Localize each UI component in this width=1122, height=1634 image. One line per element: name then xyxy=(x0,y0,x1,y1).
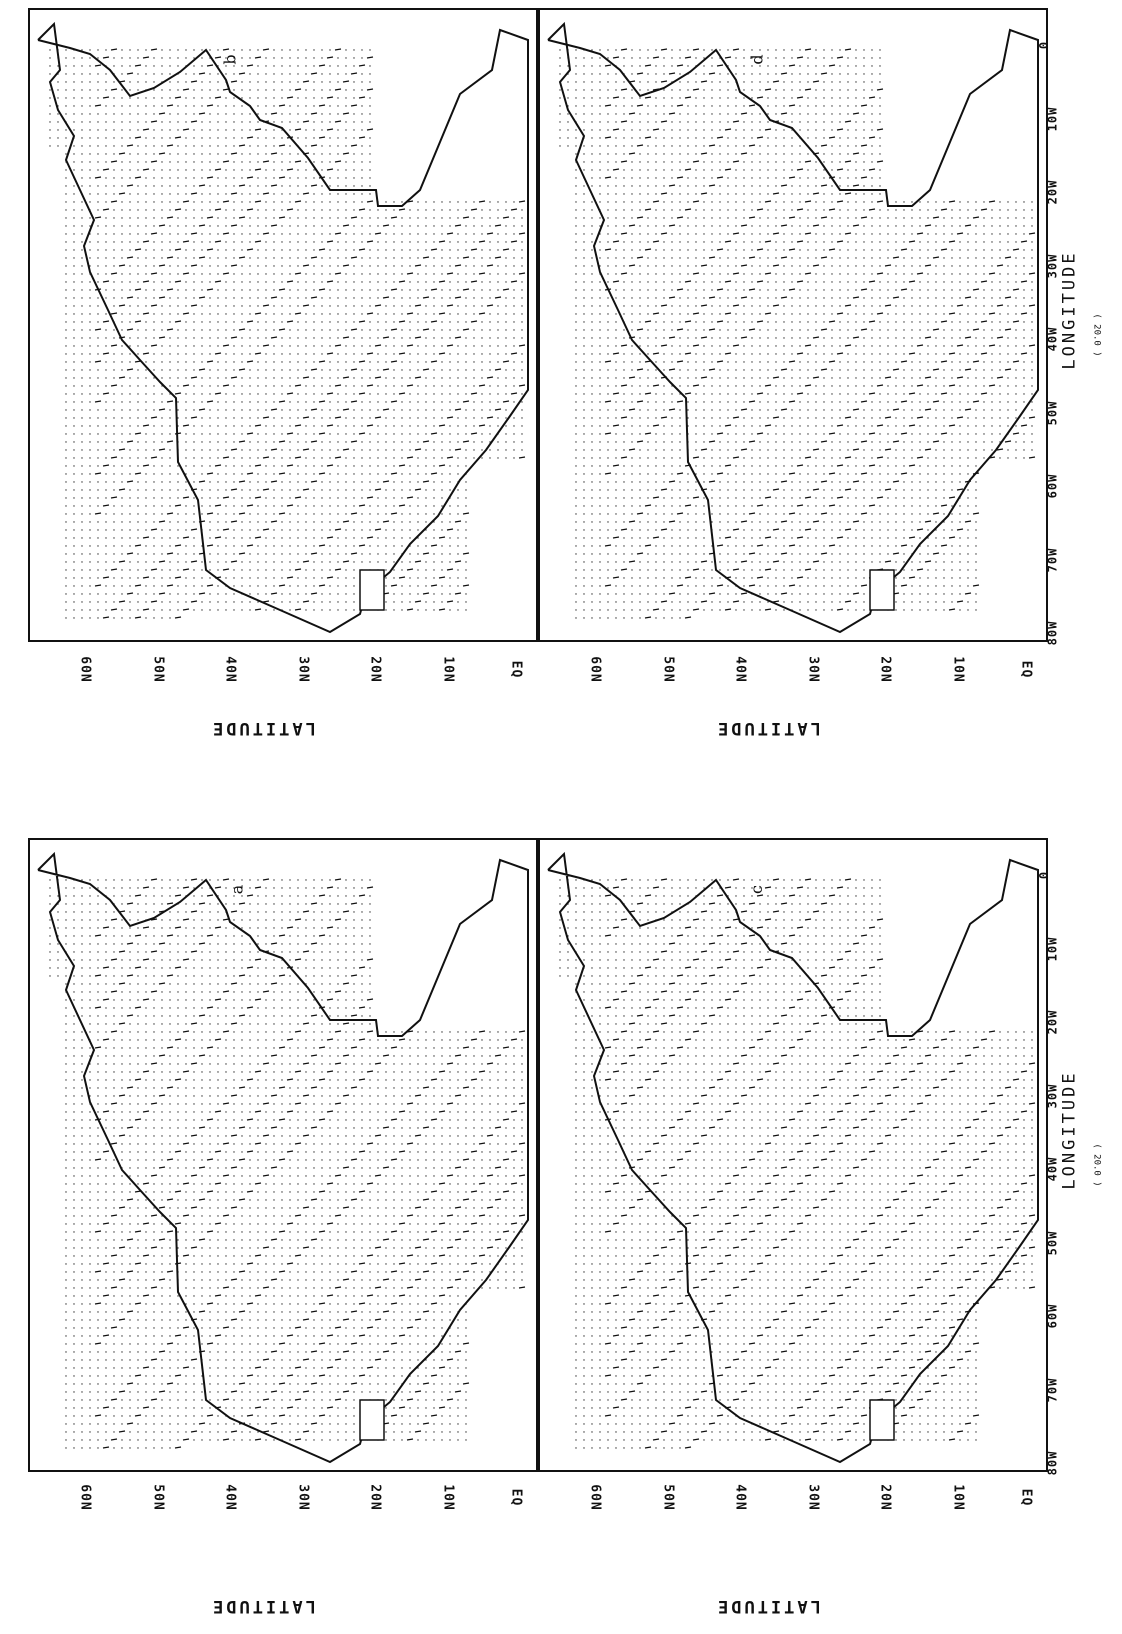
coastline-a xyxy=(37,851,529,1464)
latitude-tick-top-right-5: 10N xyxy=(950,656,966,683)
latitude-title-bottom-right: LATITUDE xyxy=(715,1596,821,1616)
latitude-tick-bottom-left-0: 60N xyxy=(77,1484,93,1511)
vector-field-d xyxy=(559,48,1036,619)
longitude-tick-top-7: 10W xyxy=(1045,106,1060,131)
longitude-tick-bottom-7: 10W xyxy=(1045,936,1060,961)
scale-label-bottom: ( 20.0 ) xyxy=(1091,1143,1102,1187)
latitude-tick-top-right-1: 50N xyxy=(660,656,676,683)
panel-d-frame xyxy=(538,8,1048,642)
latitude-tick-bottom-right-3: 30N xyxy=(805,1484,821,1511)
panel-d: d xyxy=(0,0,1122,800)
coastline-d xyxy=(547,21,1039,634)
longitude-tick-bottom-0: 80W xyxy=(1045,1450,1060,1476)
longitude-tick-top-4: 40W xyxy=(1045,326,1060,352)
longitude-tick-bottom-3: 50W xyxy=(1045,1230,1060,1255)
coastline-c xyxy=(547,851,1039,1464)
vector-field-b xyxy=(49,48,526,619)
panel-d-vector-map xyxy=(547,21,1039,634)
latitude-tick-bottom-left-4: 20N xyxy=(367,1484,383,1511)
latitude-tick-bottom-left-1: 50N xyxy=(150,1484,166,1511)
panel-a-frame xyxy=(28,838,538,1472)
island-b xyxy=(359,569,385,611)
latitude-tick-bottom-right-0: 60N xyxy=(587,1484,603,1511)
coastline-b xyxy=(37,21,529,634)
latitude-tick-bottom-right-5: 10N xyxy=(950,1484,966,1511)
longitude-title-bottom: LONGITUDE xyxy=(1059,1070,1080,1190)
latitude-tick-bottom-left-5: 10N xyxy=(440,1484,456,1511)
latitude-tick-bottom-right-6: EQ xyxy=(1018,1488,1034,1507)
latitude-tick-top-right-2: 40N xyxy=(732,656,748,683)
panel-b: b xyxy=(0,0,1122,800)
panel-b-frame xyxy=(28,8,538,642)
longitude-tick-top-0: 80W xyxy=(1045,620,1060,646)
longitude-tick-bottom-4: 40W xyxy=(1045,1156,1060,1182)
latitude-title-top-right: LATITUDE xyxy=(715,718,821,738)
island-a xyxy=(359,1399,385,1441)
latitude-tick-top-left-0: 60N xyxy=(77,656,93,683)
longitude-tick-bottom-6: 20W xyxy=(1045,1009,1060,1035)
latitude-tick-top-left-1: 50N xyxy=(150,656,166,683)
latitude-tick-bottom-left-3: 30N xyxy=(295,1484,311,1511)
panel-c-frame xyxy=(538,838,1048,1472)
latitude-title-bottom-left: LATITUDE xyxy=(210,1596,316,1616)
longitude-title-top: LONGITUDE xyxy=(1059,250,1080,370)
longitude-tick-top-6: 20W xyxy=(1045,179,1060,205)
panel-c-vector-map xyxy=(547,851,1039,1464)
latitude-tick-top-right-0: 60N xyxy=(587,656,603,683)
longitude-tick-bottom-1: 70W xyxy=(1045,1377,1060,1402)
scale-label-top: ( 20.0 ) xyxy=(1091,313,1102,357)
longitude-tick-top-5: 30W xyxy=(1045,253,1060,278)
longitude-tick-bottom-8: 0 xyxy=(1037,870,1052,880)
longitude-tick-top-2: 60W xyxy=(1045,473,1060,499)
longitude-tick-top-1: 70W xyxy=(1045,547,1060,572)
latitude-tick-top-left-6: EQ xyxy=(508,660,524,679)
latitude-tick-bottom-right-2: 40N xyxy=(732,1484,748,1511)
latitude-tick-bottom-left-6: EQ xyxy=(508,1488,524,1507)
latitude-tick-top-right-4: 20N xyxy=(877,656,893,683)
longitude-tick-bottom-2: 60W xyxy=(1045,1303,1060,1329)
latitude-tick-bottom-right-4: 20N xyxy=(877,1484,893,1511)
latitude-tick-top-right-6: EQ xyxy=(1018,660,1034,679)
island-c xyxy=(869,1399,895,1441)
vector-field-c xyxy=(559,878,1036,1449)
latitude-tick-top-left-4: 20N xyxy=(367,656,383,683)
longitude-tick-top-3: 50W xyxy=(1045,400,1060,425)
latitude-tick-top-left-3: 30N xyxy=(295,656,311,683)
panel-a-vector-map xyxy=(37,851,529,1464)
latitude-tick-top-left-5: 10N xyxy=(440,656,456,683)
island-d xyxy=(869,569,895,611)
latitude-tick-bottom-right-1: 50N xyxy=(660,1484,676,1511)
longitude-tick-top-8: 0 xyxy=(1037,40,1052,50)
latitude-title-top-left: LATITUDE xyxy=(210,718,316,738)
longitude-tick-bottom-5: 30W xyxy=(1045,1083,1060,1108)
panel-c-letter: c xyxy=(746,885,766,894)
latitude-tick-top-right-3: 30N xyxy=(805,656,821,683)
latitude-tick-bottom-left-2: 40N xyxy=(222,1484,238,1511)
panel-b-vector-map xyxy=(37,21,529,634)
latitude-tick-top-left-2: 40N xyxy=(222,656,238,683)
vector-field-a xyxy=(49,878,526,1449)
